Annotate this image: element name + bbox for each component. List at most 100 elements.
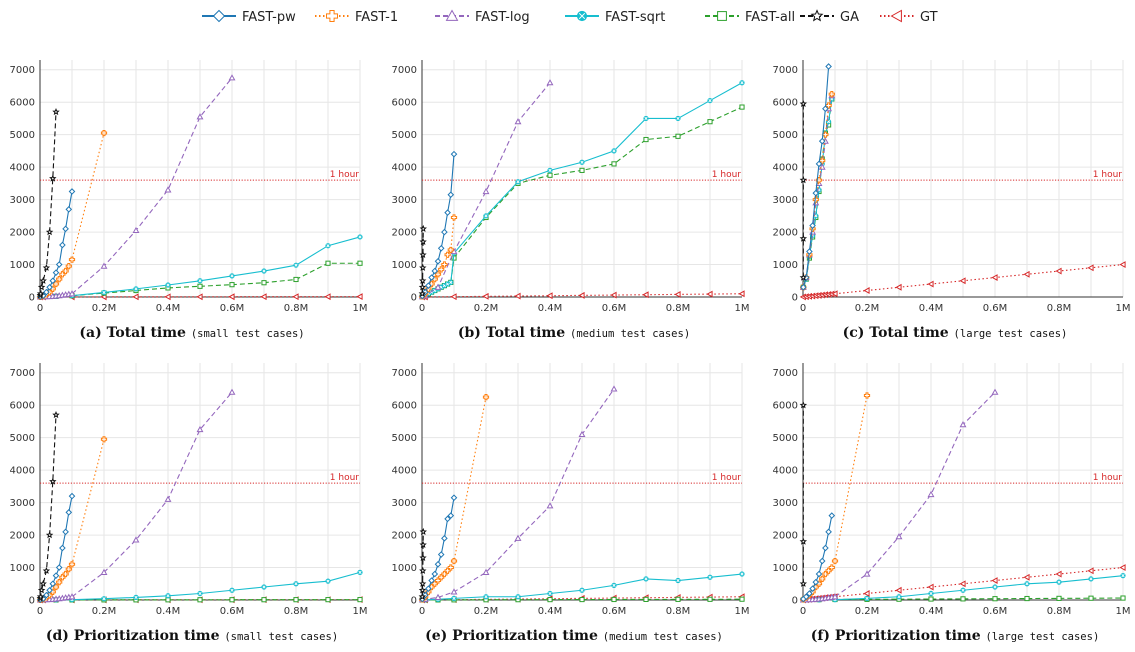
data-point (579, 587, 585, 593)
y-tick-label: 6000 (773, 401, 798, 412)
data-point (611, 596, 617, 603)
data-point-cross (198, 279, 202, 283)
series-fast-pw (800, 512, 836, 603)
data-point (547, 597, 553, 603)
series-group (418, 385, 745, 604)
data-point (447, 512, 455, 519)
legend-triangle-left-icon (890, 9, 902, 23)
data-point (229, 282, 235, 288)
data-point (482, 393, 490, 401)
data-point (419, 224, 427, 232)
data-point-cross (548, 591, 552, 596)
data-point (579, 159, 585, 165)
y-tick-label: 4000 (10, 466, 35, 477)
data-point (100, 568, 108, 575)
data-point-cross (897, 595, 901, 599)
data-point (39, 276, 47, 284)
legend-label: FAST-1 (355, 10, 398, 25)
data-point (809, 585, 816, 592)
chart-panel-c: 0 1000 2000 3000 4000 5000 6000 7000 0 0.2M 0.4M 0.… (773, 60, 1131, 341)
data-point (62, 570, 69, 578)
data-point (52, 572, 60, 579)
data-point (421, 591, 429, 599)
data-point (49, 174, 57, 182)
x-tick-label: 0.2M (92, 606, 117, 617)
data-point (991, 274, 998, 281)
chart-panel-a: 0 1000 2000 3000 4000 5000 6000 7000 0 0.2M 0.4M 0.… (10, 60, 368, 341)
legend-plus-icon (326, 10, 338, 22)
data-point (441, 570, 448, 578)
series-line (422, 596, 743, 601)
y-tick-label: 0 (792, 293, 798, 304)
data-point-cross (993, 585, 997, 589)
data-point (324, 293, 331, 301)
data-point (896, 594, 902, 600)
data-point (418, 289, 427, 297)
data-point (579, 167, 585, 173)
reference-label: 1 hour (712, 473, 742, 483)
data-point (197, 278, 203, 284)
data-point (451, 595, 457, 601)
data-point (828, 512, 836, 519)
data-point (132, 226, 140, 234)
y-tick-label: 7000 (10, 65, 35, 76)
data-point-cross (961, 588, 965, 592)
data-point (611, 161, 617, 167)
data-point (42, 263, 51, 271)
data-point-cross (294, 263, 298, 267)
data-point (610, 291, 617, 299)
caption-subtitle: (medium test cases) (570, 328, 690, 340)
y-tick-label: 6000 (10, 98, 35, 109)
data-point (132, 536, 140, 543)
data-point (419, 566, 427, 574)
data-point (418, 592, 427, 600)
x-tick-label: 0.2M (474, 606, 499, 617)
data-point (707, 119, 713, 125)
data-point (863, 570, 871, 577)
x-tick-label: 0.6M (983, 303, 1008, 314)
legend-item-fast-sqrt: FAST-sqrt (565, 10, 665, 25)
data-point (991, 388, 999, 395)
y-tick-label: 3000 (10, 498, 35, 509)
data-point (419, 250, 427, 258)
legend-label: FAST-pw (242, 10, 296, 25)
legend-item-ga: GA (800, 9, 859, 25)
y-tick-label: 5000 (10, 130, 35, 141)
x-tick-label: 0.8M (284, 606, 309, 617)
data-point (68, 290, 76, 297)
y-tick-label: 5000 (10, 433, 35, 444)
data-point (547, 590, 553, 597)
data-point (428, 577, 435, 584)
data-point (49, 580, 57, 588)
legend-label: GT (920, 10, 938, 25)
data-point (325, 243, 331, 249)
data-point (828, 90, 835, 98)
data-point (799, 273, 808, 281)
data-point (68, 188, 76, 195)
caption-title: (c) Total time (843, 325, 954, 341)
reference-label: 1 hour (330, 170, 360, 180)
y-tick-label: 0 (29, 596, 35, 607)
data-point (65, 263, 72, 270)
series-fast-pw (37, 492, 76, 603)
data-point (739, 80, 745, 86)
data-point (36, 592, 45, 600)
data-point (229, 273, 235, 279)
series-fast-pw (800, 63, 832, 291)
series-fast-log (799, 388, 999, 603)
grid (802, 60, 1124, 298)
y-tick-label: 4000 (773, 466, 798, 477)
data-point (444, 515, 451, 523)
data-point (357, 260, 363, 266)
data-point (1120, 573, 1126, 579)
data-point (514, 534, 522, 541)
data-point (707, 97, 713, 104)
series-fast-pw (37, 188, 76, 300)
x-tick-label: 1M (1116, 303, 1131, 314)
caption-subtitle: (large test cases) (954, 328, 1068, 340)
data-point-cross (262, 269, 266, 273)
x-tick-label: 0.2M (855, 303, 880, 314)
series-fast-1 (37, 436, 108, 603)
data-point (68, 593, 76, 600)
data-point-cross (1025, 582, 1029, 586)
